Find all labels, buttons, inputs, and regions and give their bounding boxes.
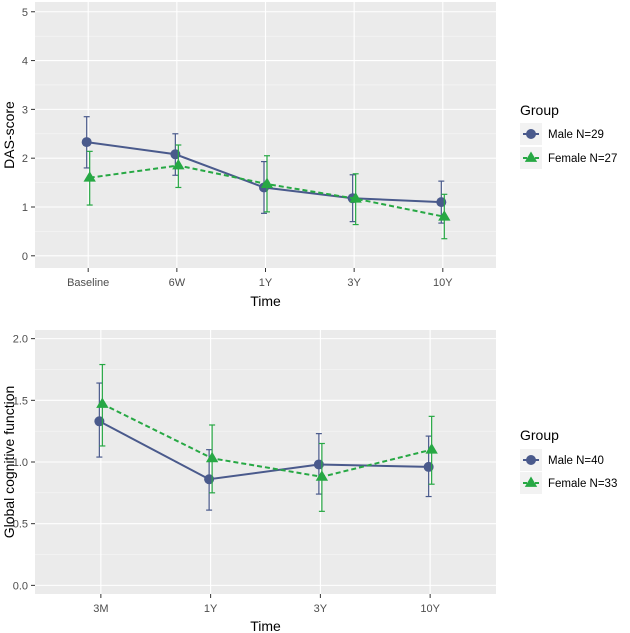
legend: Group Male N=29 Female N=27	[520, 102, 617, 169]
y-tick-label: 2.0	[13, 334, 28, 346]
x-tick-label: 1Y	[259, 277, 273, 289]
x-tick-label: 3Y	[347, 277, 361, 289]
x-tick-label: 3M	[93, 603, 108, 615]
y-tick-label: 4	[22, 56, 28, 68]
chart-1: 0 1 2 3 4 5 Baseline 6W 1Y 3Y 10Y Time DAS-score Grou…	[1, 2, 617, 309]
series-line	[101, 403, 432, 478]
x-axis-title: Time	[250, 293, 281, 309]
x-tick-label: 3Y	[314, 603, 328, 615]
legend-key-marker	[524, 151, 538, 162]
y-axis-title: DAS-score	[1, 101, 17, 169]
data-point	[438, 210, 451, 221]
legend-label: Male N=40	[548, 455, 604, 467]
data-point	[96, 397, 109, 408]
x-tick-label: 10Y	[420, 603, 440, 615]
x-tick-label: Baseline	[67, 277, 109, 289]
legend-key-marker	[524, 476, 538, 487]
series-line	[98, 420, 429, 481]
series-2	[83, 144, 451, 240]
x-tick-label: 1Y	[204, 603, 218, 615]
series-2	[96, 363, 438, 512]
y-tick-label: 3	[22, 104, 28, 116]
legend-label: Female N=27	[548, 153, 617, 165]
legend-label: Male N=29	[548, 129, 604, 141]
data-point	[349, 192, 362, 203]
x-tick-label: 6W	[169, 277, 186, 289]
legend-key-marker	[526, 455, 536, 465]
legend-label: Female N=33	[548, 478, 617, 490]
y-tick-label: 2	[22, 153, 28, 165]
y-axis-title: Global cognitive function	[1, 386, 17, 539]
y-tick-label: 1.0	[13, 457, 28, 469]
legend-title: Group	[520, 427, 559, 443]
legend-title: Group	[520, 102, 559, 118]
y-tick-label: 1	[22, 202, 28, 214]
series-1	[94, 382, 434, 511]
data-point	[315, 470, 329, 481]
data-point	[260, 177, 274, 188]
legend: Group Male N=40 Female N=33	[520, 427, 617, 494]
y-tick-label: 0.5	[13, 519, 28, 531]
x-tick-label: 10Y	[433, 277, 453, 289]
chart-2: 0.0 0.5 1.0 1.5 2.0 3M 1Y 3Y 10Y Time Global cogni…	[1, 330, 617, 633]
y-tick-label: 0	[22, 251, 28, 263]
y-tick-label: 1.5	[13, 395, 28, 407]
data-point	[172, 159, 185, 170]
data-point	[205, 451, 219, 463]
legend-key-marker	[526, 129, 536, 139]
x-axis-title: Time	[250, 618, 281, 633]
data-point	[83, 171, 96, 182]
y-tick-label: 5	[22, 7, 28, 19]
data-point	[81, 137, 92, 148]
y-tick-label: 0.0	[13, 580, 28, 592]
data-point	[425, 443, 438, 454]
